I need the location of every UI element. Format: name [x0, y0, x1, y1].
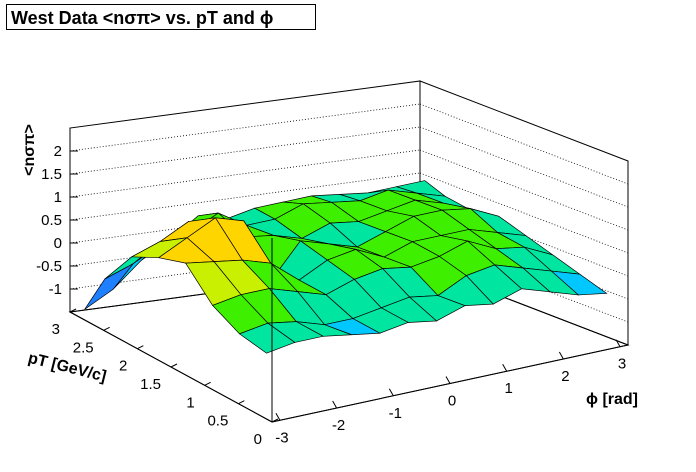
y-tick-label: 1	[186, 394, 194, 411]
x-tick-mark	[445, 376, 451, 384]
x-tick-label: 0	[448, 393, 456, 410]
y-tick-mark	[170, 363, 178, 368]
y-tick-mark	[238, 400, 245, 405]
x-tick-label: 2	[561, 368, 569, 385]
y-tick-label: 0.5	[207, 413, 228, 430]
x-tick-mark	[275, 413, 281, 421]
x-tick-label: 1	[505, 380, 513, 397]
z-tick-label: 2	[54, 143, 62, 160]
gridline-back	[419, 172, 629, 254]
gridline-back	[419, 126, 629, 208]
y-tick-label: 3	[52, 321, 60, 338]
x-tick-mark	[332, 400, 338, 409]
gridline-left	[69, 172, 421, 221]
gridline-back	[419, 149, 629, 231]
surface-cell	[84, 263, 134, 310]
y-tick-label: 2	[119, 358, 127, 375]
z-tick-label: 1.5	[41, 166, 62, 183]
z-tick-label: 1	[54, 189, 62, 206]
gridline-left	[69, 149, 421, 198]
z-axis-label: <nσπ>	[21, 124, 38, 176]
y-axis-ticks: 0 0.5 1 1.5 2 2.5 3	[52, 308, 279, 448]
x-axis-label: ϕ [rad]	[586, 391, 638, 408]
y-tick-label: 2.5	[73, 339, 94, 356]
z-tick-label: 0.5	[41, 212, 62, 229]
x-tick-label: -1	[389, 405, 402, 422]
surface-mesh	[84, 180, 608, 354]
y-axis-label: pT [GeV/c]	[26, 350, 108, 386]
z-tick-label: -0.5	[36, 258, 62, 275]
z-axis-ticks: -1 -0.5 0 0.5 1 1.5 2	[36, 143, 78, 298]
chart-title: West Data <nσπ> vs. pT and ϕ	[6, 4, 316, 30]
gridline-back	[419, 103, 629, 185]
y-tick-mark	[69, 308, 77, 313]
x-tick-mark	[502, 363, 508, 372]
y-tick-mark	[271, 418, 279, 423]
surface-cell	[238, 322, 296, 354]
x-tick-label: -2	[332, 417, 345, 434]
y-tick-mark	[137, 345, 144, 350]
gridline-left	[69, 126, 421, 175]
y-tick-label: 1.5	[140, 376, 161, 393]
x-tick-mark	[558, 351, 564, 360]
y-tick-mark	[103, 326, 110, 331]
x-tick-label: -3	[275, 429, 288, 446]
x-axis-ticks: -3 -2 -1 0 1 2 3	[275, 339, 626, 446]
z-tick-label: -1	[49, 281, 62, 298]
x-tick-mark	[615, 339, 621, 347]
y-tick-mark	[204, 381, 211, 386]
gridline-left	[69, 103, 421, 152]
x-tick-label: 3	[618, 356, 626, 373]
x-tick-mark	[388, 388, 394, 397]
y-tick-label: 0	[254, 431, 262, 448]
z-tick-label: 0	[54, 235, 62, 252]
